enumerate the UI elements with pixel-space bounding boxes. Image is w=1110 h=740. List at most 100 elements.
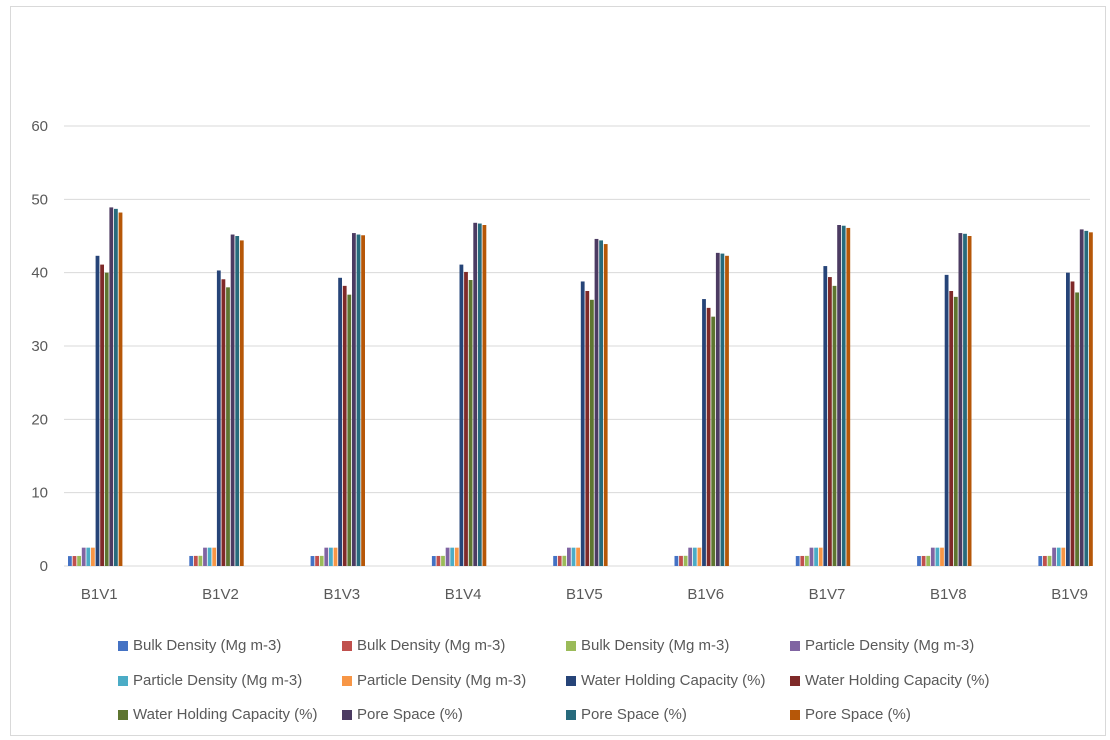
y-tick-label: 0 bbox=[40, 558, 48, 575]
bar bbox=[189, 555, 194, 566]
bar bbox=[805, 555, 809, 566]
bar bbox=[333, 547, 338, 566]
bar bbox=[557, 555, 562, 566]
bar bbox=[814, 547, 818, 566]
bar bbox=[674, 555, 679, 566]
bar bbox=[1038, 556, 1043, 566]
bar bbox=[221, 279, 226, 566]
bar bbox=[818, 547, 823, 566]
bar bbox=[226, 287, 230, 566]
bar bbox=[594, 238, 599, 566]
bar bbox=[104, 272, 109, 566]
bar bbox=[310, 556, 315, 566]
bar bbox=[1089, 232, 1093, 567]
bar bbox=[356, 234, 361, 567]
bar bbox=[118, 212, 123, 567]
bar bbox=[1052, 547, 1056, 566]
x-tick-label: B1V3 bbox=[323, 586, 360, 603]
bar bbox=[109, 207, 114, 566]
y-tick-label: 40 bbox=[31, 265, 48, 282]
bar bbox=[315, 555, 319, 566]
bar bbox=[239, 240, 244, 566]
bar bbox=[702, 299, 706, 566]
bar bbox=[198, 555, 203, 566]
bar bbox=[342, 285, 347, 566]
bar bbox=[828, 277, 832, 566]
bar bbox=[473, 222, 478, 567]
bar bbox=[940, 547, 944, 566]
bar bbox=[81, 547, 86, 566]
bar bbox=[1075, 292, 1079, 566]
x-tick-label: B1V9 bbox=[1051, 586, 1088, 603]
bar bbox=[837, 225, 841, 566]
bar bbox=[464, 271, 468, 566]
bar bbox=[720, 253, 725, 566]
bar bbox=[679, 555, 683, 566]
bar bbox=[567, 547, 571, 566]
bar bbox=[324, 547, 329, 566]
bar bbox=[917, 556, 921, 566]
bar bbox=[95, 255, 100, 567]
bar bbox=[949, 291, 954, 566]
bar bbox=[725, 255, 729, 567]
bar bbox=[688, 547, 693, 566]
bar bbox=[800, 555, 805, 566]
bar bbox=[603, 244, 608, 567]
bar bbox=[468, 280, 473, 566]
bar bbox=[958, 233, 963, 567]
bar bbox=[692, 547, 697, 566]
bar bbox=[212, 547, 217, 566]
bar bbox=[86, 547, 91, 566]
bar bbox=[953, 296, 958, 566]
bar bbox=[841, 225, 846, 566]
bar bbox=[235, 236, 240, 566]
bar bbox=[431, 556, 436, 566]
bar bbox=[445, 547, 450, 566]
bar bbox=[482, 225, 487, 566]
bar bbox=[967, 236, 972, 566]
bar bbox=[91, 547, 95, 566]
bar bbox=[715, 252, 720, 566]
bar bbox=[193, 555, 198, 566]
x-tick-label: B1V8 bbox=[930, 586, 967, 603]
bar bbox=[459, 264, 464, 566]
y-tick-label: 50 bbox=[31, 191, 48, 208]
bar bbox=[361, 235, 365, 566]
bar bbox=[203, 547, 207, 566]
bar bbox=[352, 233, 356, 567]
bar bbox=[711, 316, 716, 566]
bar bbox=[697, 547, 702, 566]
x-tick-label: B1V6 bbox=[687, 586, 724, 603]
y-tick-label: 60 bbox=[31, 118, 48, 135]
bar bbox=[1084, 230, 1089, 566]
bar bbox=[329, 547, 333, 566]
x-tick-label: B1V5 bbox=[566, 586, 603, 603]
bar bbox=[77, 555, 81, 566]
bar bbox=[436, 555, 441, 566]
bar bbox=[216, 270, 221, 566]
bar bbox=[1056, 547, 1061, 566]
y-tick-label: 30 bbox=[31, 338, 48, 355]
bar bbox=[562, 555, 567, 566]
bar bbox=[207, 547, 212, 566]
bar bbox=[963, 233, 967, 567]
bar bbox=[72, 556, 77, 566]
bar bbox=[1066, 272, 1070, 566]
bar bbox=[441, 555, 445, 566]
bar bbox=[846, 227, 851, 566]
bar bbox=[944, 274, 949, 566]
x-tick-label: B1V2 bbox=[202, 586, 239, 603]
bar bbox=[450, 547, 455, 566]
bar bbox=[571, 547, 576, 566]
bar bbox=[590, 299, 594, 566]
bar bbox=[1070, 281, 1075, 566]
x-tick-label: B1V7 bbox=[809, 586, 846, 603]
bar bbox=[1061, 547, 1066, 566]
bar bbox=[921, 555, 926, 566]
bar bbox=[795, 556, 800, 566]
bar bbox=[553, 555, 557, 566]
x-tick-label: B1V4 bbox=[445, 586, 482, 603]
bar bbox=[706, 307, 711, 566]
bar bbox=[926, 555, 931, 566]
bar bbox=[1079, 229, 1084, 566]
